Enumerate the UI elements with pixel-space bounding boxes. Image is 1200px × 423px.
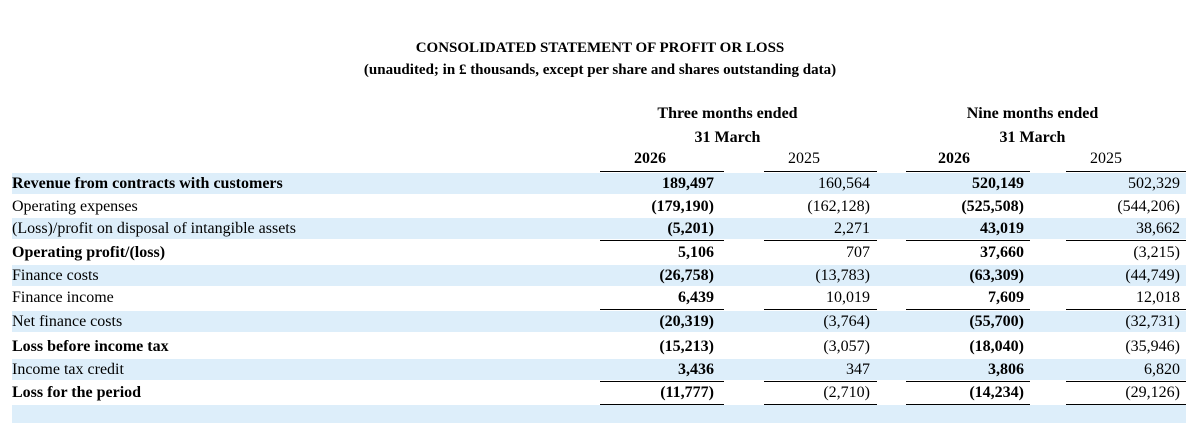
three-months-line2: 31 March <box>694 129 761 146</box>
rule-line <box>906 381 1030 382</box>
row-value: (2,710) <box>823 384 870 401</box>
row-value: (15,213) <box>659 338 714 355</box>
statement-subtitle: (unaudited; in £ thousands, except per s… <box>363 62 837 78</box>
statement-title: CONSOLIDATED STATEMENT OF PROFIT OR LOSS <box>415 40 785 56</box>
row-value: 2,271 <box>834 220 870 237</box>
row-value: (162,128) <box>807 198 870 215</box>
nine-months-line1: Nine months ended <box>966 105 1099 122</box>
row-value: (14,234) <box>969 384 1024 401</box>
trailing-band <box>12 405 1186 423</box>
row-value: 10,019 <box>826 289 870 306</box>
row-value: 6,439 <box>678 289 714 306</box>
row-value: (35,946) <box>1125 338 1180 355</box>
row-value: (63,309) <box>969 267 1024 284</box>
row-value: 160,564 <box>818 175 870 192</box>
row-value: 520,149 <box>972 175 1024 192</box>
year-header-3m-prior: 2025 <box>788 150 820 167</box>
row-label: Loss for the period <box>12 384 142 401</box>
row-value: (5,201) <box>667 220 714 237</box>
row-value: (544,206) <box>1117 198 1180 215</box>
rule-line <box>906 171 1030 172</box>
row-value: 189,497 <box>662 175 714 192</box>
row-value: (55,700) <box>969 313 1024 330</box>
table-row: Net finance costs (20,319) (3,764) (55,700)… <box>12 311 1186 332</box>
row-label: Loss before income tax <box>12 338 169 355</box>
table-row: Finance income 6,439 10,019 7,609 12,018 <box>12 287 1186 308</box>
year-header-9m-current: 2026 <box>938 150 970 167</box>
rule-line <box>1066 240 1186 241</box>
table-row: Income tax credit 3,436 347 3,806 6,820 <box>12 359 1186 380</box>
three-months-header: Three months ended 31 March <box>600 104 855 148</box>
table-row: Operating profit/(loss) 5,106 707 37,660 (3,… <box>12 242 1186 263</box>
rule-line <box>906 309 1030 310</box>
rule-line <box>1066 309 1186 310</box>
three-months-line1: Three months ended <box>657 105 798 122</box>
year-header-3m-current: 2026 <box>634 150 666 167</box>
row-value: (13,783) <box>815 267 870 284</box>
row-value: (26,758) <box>659 267 714 284</box>
row-value: 7,609 <box>988 289 1024 306</box>
year-header-9m-prior: 2025 <box>1090 150 1122 167</box>
rule-line <box>764 240 877 241</box>
row-value: 707 <box>846 244 870 261</box>
row-label: Finance income <box>12 289 114 306</box>
row-value: (11,777) <box>660 384 714 401</box>
row-label: Revenue from contracts with customers <box>12 175 283 192</box>
row-label: Operating expenses <box>12 198 138 215</box>
rule-line <box>600 309 724 310</box>
row-value: 5,106 <box>678 244 714 261</box>
row-value: 43,019 <box>980 220 1024 237</box>
row-label: (Loss)/profit on disposal of intangible … <box>12 220 296 237</box>
rule-line <box>764 381 877 382</box>
table-row: Revenue from contracts with customers 189… <box>12 173 1186 194</box>
nine-months-header: Nine months ended 31 March <box>905 104 1160 148</box>
row-value: 6,820 <box>1144 361 1180 378</box>
rule-line <box>600 240 724 241</box>
row-value: (20,319) <box>659 313 714 330</box>
row-value: (29,126) <box>1125 384 1180 401</box>
table-row: Finance costs (26,758) (13,783) (63,309) (44… <box>12 265 1186 286</box>
row-label: Finance costs <box>12 267 99 284</box>
rule-line <box>1066 171 1186 172</box>
rule-line <box>1066 381 1186 382</box>
row-value: (3,764) <box>823 313 870 330</box>
row-value: 3,436 <box>678 361 714 378</box>
row-value: 37,660 <box>980 244 1024 261</box>
row-label: Operating profit/(loss) <box>12 244 166 261</box>
row-value: 12,018 <box>1136 289 1180 306</box>
row-label: Income tax credit <box>12 361 124 378</box>
row-value: 38,662 <box>1136 220 1180 237</box>
table-row: (Loss)/profit on disposal of intangible … <box>12 218 1186 239</box>
nine-months-line2: 31 March <box>999 129 1066 146</box>
row-value: 502,329 <box>1128 175 1180 192</box>
rule-line <box>764 171 877 172</box>
rule-line <box>600 381 724 382</box>
row-value: (3,057) <box>823 338 870 355</box>
row-value: (18,040) <box>969 338 1024 355</box>
rule-line <box>764 309 877 310</box>
row-label: Net finance costs <box>12 313 123 330</box>
row-value: (525,508) <box>961 198 1024 215</box>
table-row: Operating expenses (179,190) (162,128) (525… <box>12 196 1186 217</box>
rule-line <box>600 171 724 172</box>
row-value: (44,749) <box>1125 267 1180 284</box>
row-value: 347 <box>846 361 870 378</box>
row-value: 3,806 <box>988 361 1024 378</box>
row-value: (32,731) <box>1125 313 1180 330</box>
row-value: (179,190) <box>651 198 714 215</box>
table-row: Loss for the period (11,777) (2,710) (14,23… <box>12 382 1186 403</box>
table-row: Loss before income tax (15,213) (3,057) (18… <box>12 336 1186 357</box>
row-value: (3,215) <box>1133 244 1180 261</box>
rule-line <box>906 240 1030 241</box>
